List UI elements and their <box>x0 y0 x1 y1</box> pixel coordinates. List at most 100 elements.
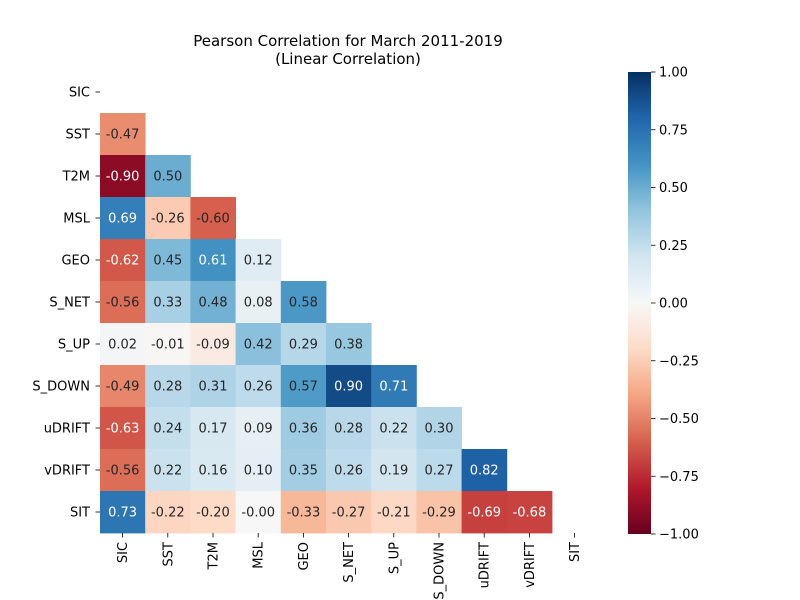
heatmap-cell <box>235 407 282 450</box>
y-tick-label: GEO <box>61 254 90 269</box>
heatmap-cell <box>190 449 236 492</box>
cell-value-label: -0.33 <box>287 506 321 521</box>
cell-value-label: 0.19 <box>379 464 408 479</box>
heatmap-cell <box>190 323 236 366</box>
cell-value-label: 0.26 <box>334 464 363 479</box>
y-tick-label: S_UP <box>58 338 90 353</box>
cell-value-label: 0.02 <box>108 338 137 353</box>
cell-value-label: 0.22 <box>379 422 408 437</box>
cell-value-label: -0.63 <box>106 422 140 437</box>
heatmap-cell <box>416 407 462 450</box>
cell-value-label: 0.57 <box>289 380 318 395</box>
heatmap-cell <box>190 365 236 408</box>
heatmap-cell <box>145 239 191 282</box>
cell-value-label: 0.45 <box>153 254 182 269</box>
heatmap-cell <box>190 197 236 240</box>
heatmap-cell <box>145 323 191 366</box>
colorbar-tick-label: 1.00 <box>659 66 688 81</box>
cell-value-label: 0.24 <box>153 422 182 437</box>
colorbar-tick-label: 0.75 <box>659 123 688 138</box>
cell-value-label: 0.38 <box>334 338 363 353</box>
x-tick-label: vDRIFT <box>523 542 538 588</box>
cell-value-label: -0.09 <box>196 338 230 353</box>
chart-subtitle: (Linear Correlation) <box>275 50 421 68</box>
x-tick-label: SST <box>161 542 176 567</box>
colorbar-tick-label: 0.25 <box>659 239 688 254</box>
heatmap-cell <box>235 323 282 366</box>
heatmap-cell <box>190 281 236 324</box>
heatmap-plot-area: -0.47 -0.90 0.50 0.69 -0.26 -0.60 -0.62 0.45 0.6… <box>32 86 583 600</box>
cell-value-label: -0.56 <box>106 464 140 479</box>
y-tick-label: vDRIFT <box>44 464 90 479</box>
cell-value-label: -0.22 <box>151 506 185 521</box>
colorbar-tick-label: −0.75 <box>659 470 699 485</box>
colorbar-tick-label: −0.50 <box>659 412 699 427</box>
x-tick-label: T2M <box>207 542 222 570</box>
heatmap-cell <box>235 449 282 492</box>
cell-value-label: 0.31 <box>199 380 228 395</box>
heatmap-cell <box>416 491 462 534</box>
cell-value-label: 0.09 <box>244 422 273 437</box>
cell-value-label: 0.17 <box>199 422 228 437</box>
heatmap-cell <box>100 449 146 492</box>
heatmap-cell <box>145 407 191 450</box>
cell-value-label: 0.28 <box>153 380 182 395</box>
heatmap-cell <box>145 449 191 492</box>
heatmap-cell <box>326 323 372 366</box>
heatmap-cell <box>326 491 372 534</box>
cell-value-label: -0.47 <box>106 128 140 143</box>
y-tick-label: SIC <box>69 86 90 101</box>
heatmap-cell <box>371 491 417 534</box>
heatmap-cell <box>145 197 191 240</box>
heatmap-cell <box>100 365 146 408</box>
x-tick-label: GEO <box>297 542 312 571</box>
heatmap-cell <box>100 407 146 450</box>
cell-value-label: -0.27 <box>332 506 366 521</box>
y-tick-label: S_NET <box>49 296 90 311</box>
heatmap-cell <box>416 449 462 492</box>
heatmap-cell <box>100 197 146 240</box>
y-tick-label: S_DOWN <box>32 380 90 395</box>
cell-value-label: 0.50 <box>153 170 182 185</box>
heatmap-cell <box>100 323 146 366</box>
cell-value-label: 0.35 <box>289 464 318 479</box>
cell-value-label: 0.16 <box>199 464 228 479</box>
heatmap-cell <box>326 365 372 408</box>
cell-value-label: 0.36 <box>289 422 318 437</box>
heatmap-cell <box>371 449 417 492</box>
y-tick-label: SIT <box>70 506 90 521</box>
heatmap-cell <box>235 491 282 534</box>
cell-value-label: 0.69 <box>108 212 137 227</box>
cell-value-label: 0.71 <box>379 380 408 395</box>
cell-value-label: 0.42 <box>244 338 273 353</box>
heatmap-cell <box>100 491 146 534</box>
colorbar-gradient <box>628 72 651 534</box>
heatmap-cell <box>190 407 236 450</box>
heatmap-cell <box>235 365 282 408</box>
heatmap-cell <box>235 239 282 282</box>
x-tick-label: MSL <box>252 541 267 568</box>
cell-value-label: -0.68 <box>513 506 547 521</box>
heatmap-cell <box>371 407 417 450</box>
x-tick-label: uDRIFT <box>478 542 493 588</box>
y-tick-label: SST <box>66 128 91 143</box>
cell-value-label: 0.73 <box>108 506 137 521</box>
heatmap-cell <box>280 407 327 450</box>
cell-value-label: -0.90 <box>106 170 140 185</box>
cell-value-label: 0.33 <box>153 296 182 311</box>
cell-value-label: 0.08 <box>244 296 273 311</box>
heatmap-cell <box>235 281 282 324</box>
colorbar-tick-label: −0.25 <box>659 354 699 369</box>
cell-value-label: 0.26 <box>244 380 273 395</box>
heatmap-cell <box>100 113 146 156</box>
cell-value-label: 0.90 <box>334 380 363 395</box>
x-tick-label: S_NET <box>342 542 357 583</box>
cell-value-label: -0.20 <box>196 506 230 521</box>
heatmap-cell <box>461 491 508 534</box>
cell-value-label: 0.61 <box>199 254 228 269</box>
heatmap-cell <box>280 281 327 324</box>
x-tick-label: S_UP <box>387 542 402 574</box>
cell-value-label: -0.29 <box>422 506 456 521</box>
cell-value-label: 0.12 <box>244 254 273 269</box>
